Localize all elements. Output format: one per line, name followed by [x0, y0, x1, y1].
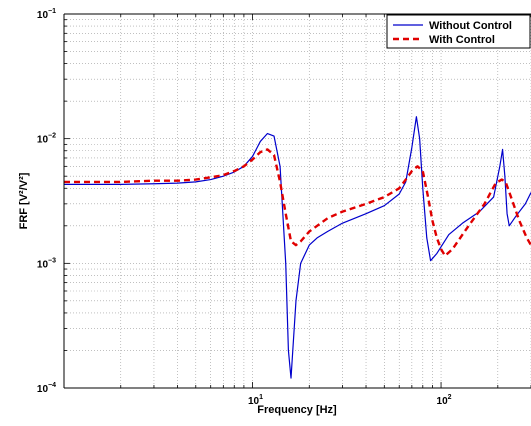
x-tick-label-base: 10 [248, 396, 260, 407]
x-tick-label: 101 [248, 394, 263, 407]
y-axis-title: FRF [V²/V²] [18, 172, 30, 229]
y-tick-label-base: 10 [37, 10, 49, 21]
y-tick-labels: 10−110−210−310−4 [37, 8, 56, 395]
legend: Without Control With Control [386, 14, 531, 49]
series-line-with-control [64, 148, 531, 257]
series-line-without-control [64, 116, 531, 379]
y-tick-label: 10−2 [37, 133, 56, 146]
x-tick-label-base: 10 [437, 396, 449, 407]
y-tick-label-base: 10 [37, 384, 49, 395]
legend-box [386, 14, 531, 49]
x-tick-label-exponent: 1 [259, 394, 263, 401]
x-tick-label-exponent: 2 [448, 394, 452, 401]
y-tick-label: 10−1 [37, 8, 56, 21]
y-tick-label-base: 10 [37, 135, 49, 146]
legend-label: Without Control [429, 20, 512, 32]
x-tick-labels: 101 102 [248, 394, 452, 407]
axes [63, 13, 531, 389]
y-tick-label-exponent: −2 [48, 133, 56, 140]
x-tick-label: 102 [437, 394, 452, 407]
y-tick-label-exponent: −3 [48, 257, 56, 264]
tick-marks [63, 14, 531, 389]
y-tick-label: 10−4 [37, 382, 56, 395]
y-tick-label-base: 10 [37, 259, 49, 270]
series-layer [64, 116, 531, 379]
y-tick-label-exponent: −1 [48, 8, 56, 15]
x-axis-title: Frequency [Hz] [257, 404, 337, 416]
y-tick-label-exponent: −4 [48, 382, 56, 389]
legend-label: With Control [429, 34, 495, 46]
y-tick-label: 10−3 [37, 257, 56, 270]
